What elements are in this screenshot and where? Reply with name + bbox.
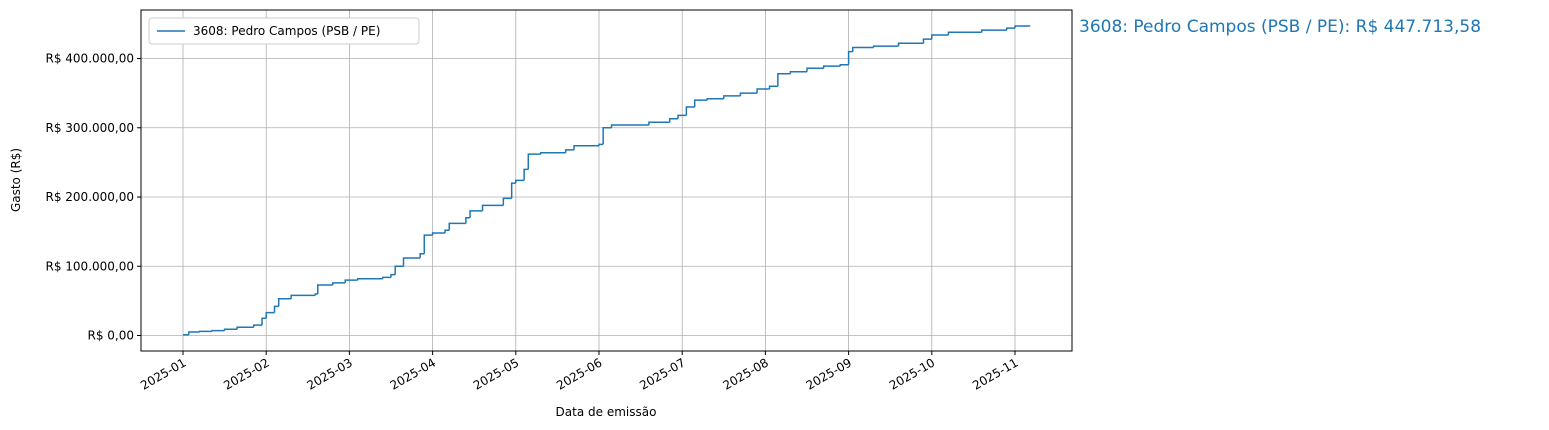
y-tick-label: R$ 0,00 [87,329,134,343]
step-segment [211,329,225,332]
step-segment [1014,25,1030,29]
step-segment [693,99,708,108]
step-segment [947,31,982,35]
y-tick-label: R$ 400.000,00 [46,52,135,66]
x-tick-label: 2025-10 [887,355,937,392]
step-segment [610,124,649,128]
step-segment [402,257,421,267]
y-tick-label: R$ 200.000,00 [46,190,135,204]
x-tick-label: 2025-04 [388,355,438,392]
step-segment [602,127,612,145]
step-segment [423,234,433,254]
x-tick-label: 2025-09 [804,355,854,392]
step-segment [431,232,446,236]
x-tick-label: 2025-11 [970,355,1020,392]
step-segment [852,46,874,52]
step-segment [390,273,396,278]
step-segment [540,151,566,155]
step-segment [523,168,529,181]
step-segment [739,92,758,96]
x-tick-label: 2025-03 [304,355,354,392]
step-segment [677,114,687,119]
x-axis-label: Data de emissão [556,405,657,419]
step-segment [510,182,516,199]
step-segment [806,67,824,72]
step-segment [706,97,724,101]
step-segment [777,73,791,87]
step-segment [685,106,695,116]
step-segment [481,204,504,211]
step-segment [598,143,604,146]
step-segment [277,298,292,307]
step-segment [236,326,254,330]
annotation: 3608: Pedro Campos (PSB / PE): R$ 447.71… [1079,17,1481,37]
step-segment [502,197,512,206]
y-tick-label: R$ 300.000,00 [46,121,135,135]
legend-label: 3608: Pedro Campos (PSB / PE) [193,24,380,38]
step-segment [465,217,471,224]
step-segment [314,293,318,296]
step-segment [198,330,213,333]
step-segment [789,70,808,74]
x-tick-label: 2025-02 [221,355,271,392]
step-segment [444,229,450,234]
step-segment [448,222,466,231]
x-tick-label: 2025-05 [471,355,521,392]
y-tick-label: R$ 100.000,00 [46,259,135,273]
step-segment [564,149,575,153]
step-segment [1005,27,1016,31]
step-segment [980,29,1007,33]
step-segment [527,153,541,170]
step-segment [723,95,741,99]
step-segment [394,265,404,275]
x-tick-label: 2025-01 [138,355,188,392]
step-segment [332,282,346,285]
step-segment [931,34,949,40]
step-segment [356,277,383,281]
legend-box [148,17,420,45]
step-segment [897,42,924,47]
x-tick-label: 2025-07 [637,355,687,392]
step-segment [573,145,600,150]
step-segment [469,210,483,218]
step-segment [188,331,200,335]
step-segment [847,50,853,65]
step-segment [265,311,275,319]
plot-frame [140,9,1073,352]
y-axis-label: Gasto (R$) [9,148,23,212]
step-segment [344,279,358,283]
step-segment [756,88,770,94]
step-segment [668,118,679,123]
step-segment [290,294,316,299]
step-segment [419,253,425,258]
step-segment [872,45,899,48]
step-segment [223,328,238,331]
step-segment [317,284,333,294]
step-segment [381,276,392,279]
x-tick-label: 2025-06 [554,355,604,392]
x-tick-label: 2025-08 [720,355,770,392]
step-segment [922,38,932,44]
step-segment [261,317,267,326]
step-segment [822,65,841,69]
step-segment [768,85,778,90]
step-segment [515,179,525,184]
step-segment [839,64,849,67]
step-segment [648,121,670,126]
step-segment [273,305,279,313]
step-segment [252,324,263,328]
